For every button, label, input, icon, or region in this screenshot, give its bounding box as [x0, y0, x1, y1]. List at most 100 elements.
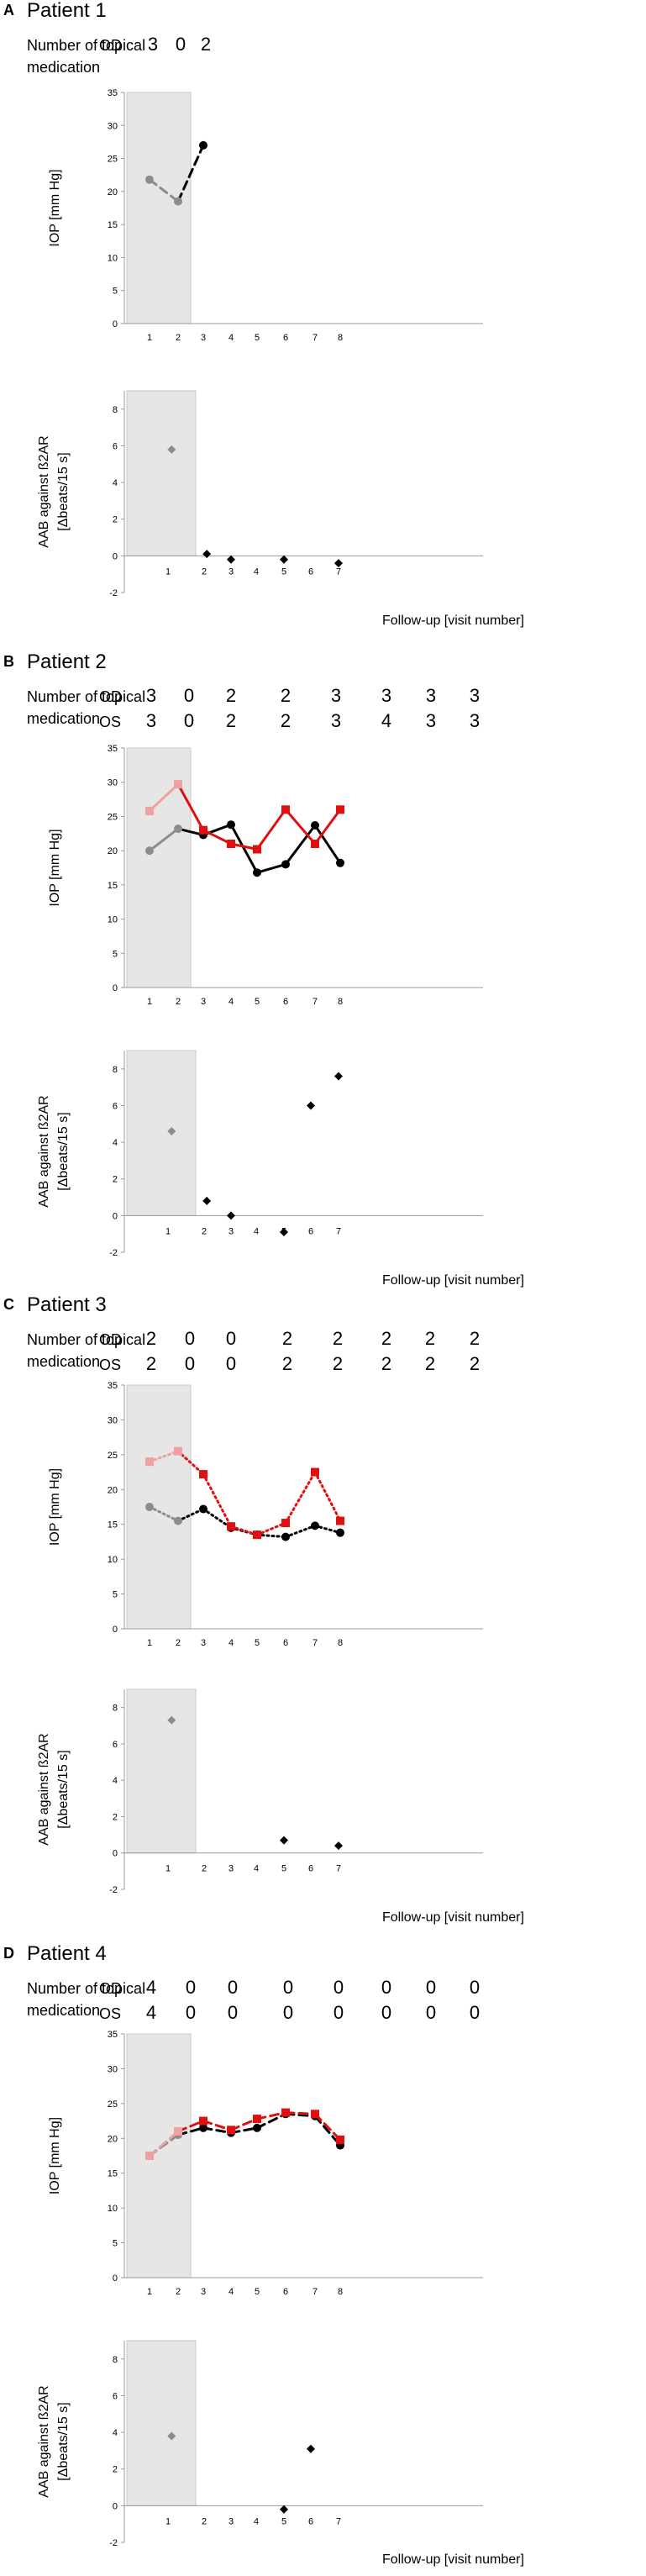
x-tick-label: 7 [336, 1864, 341, 1874]
medication-count: 3 [470, 685, 480, 706]
medication-count: 2 [281, 685, 291, 706]
x-axis-label: Follow-up [visit number] [382, 2552, 524, 2567]
x-tick-label: 3 [228, 2516, 234, 2526]
medication-count: 0 [334, 2002, 344, 2023]
medication-count: 3 [331, 685, 341, 706]
medication-count: 2 [470, 1328, 480, 1349]
data-point-os [227, 1522, 235, 1531]
y-tick-label: 35 [108, 88, 118, 98]
medication-count: 2 [381, 1328, 391, 1349]
preop-shaded-region [126, 2033, 192, 2278]
x-axis-label: Follow-up [visit number] [382, 614, 524, 628]
y-tick-label: -2 [109, 2538, 118, 2548]
y-tick-label: 5 [113, 2239, 118, 2249]
series-line-os [255, 808, 287, 851]
medication-count: 2 [226, 685, 236, 706]
medication-count: 3 [146, 685, 156, 706]
data-point-os [145, 806, 154, 815]
medication-count: 2 [333, 1353, 343, 1374]
medication-count: 2 [201, 34, 211, 55]
data-point-os [145, 1457, 154, 1467]
data-point-os [281, 805, 290, 814]
data-point-od [311, 821, 319, 830]
x-tick-label: 7 [312, 997, 318, 1007]
y-tick-label: 2 [113, 1175, 118, 1185]
series-line-os [202, 829, 233, 845]
series-line-od [202, 2126, 233, 2135]
x-tick-label: 2 [202, 2516, 207, 2526]
panel-letter: C [3, 1296, 14, 1313]
y-tick-label: 8 [113, 405, 118, 415]
data-point-os [199, 1470, 207, 1479]
eye-label-od: OD [99, 688, 122, 705]
x-tick-label: 2 [176, 1638, 181, 1648]
y-tick-label: 0 [113, 1211, 118, 1221]
x-tick-label: 6 [308, 1226, 313, 1236]
iop-chart: 0 5 10 15 20 25 30 35 1 2 3 4 5 6 7 8 IOP [mm Hg] [48, 744, 483, 1007]
preop-shaded-region [126, 2340, 197, 2506]
y-tick-label: 30 [108, 1415, 118, 1425]
medication-count: 3 [426, 710, 436, 731]
series-line-os [284, 1471, 317, 1525]
aab-data-point [334, 559, 343, 568]
medication-count: 0 [186, 1977, 196, 1998]
series-line-od [229, 2126, 259, 2135]
panel-d: D Patient 4 Number of topical medication OD 4… [3, 1942, 524, 2567]
series-line-od [313, 1524, 342, 1535]
data-point-od [281, 1532, 290, 1541]
series-line-os [255, 2111, 287, 2120]
iop-chart: 0 5 10 15 20 25 30 35 1 2 3 4 5 6 7 8 IOP [mm Hg] [48, 88, 483, 343]
y-axis-label: [Δbeats/15 s] [56, 1750, 71, 1828]
series-line-od [202, 1507, 233, 1530]
medication-count: 0 [470, 2002, 480, 2023]
medication-label: Number of topical [27, 688, 145, 705]
y-axis-label: IOP [mm Hg] [48, 1468, 62, 1546]
x-tick-label: 8 [338, 333, 343, 343]
x-tick-label: 4 [254, 566, 259, 577]
y-axis-label: AAB against ß2AR [37, 435, 51, 547]
x-tick-label: 4 [228, 1638, 234, 1648]
medication-label: medication [27, 59, 100, 76]
medication-count: 2 [381, 1353, 391, 1374]
data-point-od [227, 820, 235, 830]
medication-count: 4 [146, 1977, 156, 1998]
data-point-os [199, 825, 207, 835]
x-tick-label: 4 [254, 2516, 259, 2526]
aab-data-point [280, 555, 288, 564]
y-tick-label: -2 [109, 588, 118, 598]
x-tick-label: 7 [336, 1226, 341, 1236]
x-tick-label: 1 [165, 1864, 171, 1874]
data-point-os [336, 1516, 344, 1525]
aab-data-point [227, 555, 235, 564]
y-tick-label: 25 [108, 1451, 118, 1461]
y-tick-label: 0 [113, 1849, 118, 1859]
medication-count: 0 [470, 1977, 480, 1998]
x-tick-label: 7 [336, 566, 341, 577]
series-line-os [229, 1525, 259, 1536]
medication-count: 0 [228, 2002, 238, 2023]
data-point-os [174, 780, 182, 789]
x-tick-label: 3 [228, 1226, 234, 1236]
y-tick-label: 25 [108, 2099, 118, 2110]
series-line-od [255, 1533, 287, 1539]
x-tick-label: 4 [254, 1226, 259, 1236]
series-line-od [255, 862, 287, 874]
medication-count: 0 [185, 1328, 195, 1349]
y-tick-label: 15 [108, 1520, 118, 1530]
medication-count: 0 [184, 710, 194, 731]
medication-count: 0 [426, 1977, 436, 1998]
aab-data-point [202, 1196, 212, 1205]
x-tick-label: 1 [147, 1638, 152, 1648]
x-tick-label: 6 [283, 1638, 288, 1648]
data-point-os [253, 845, 261, 854]
data-point-os [174, 2127, 182, 2136]
y-tick-label: 6 [113, 1101, 118, 1111]
x-tick-label: 5 [255, 2287, 260, 2297]
x-tick-label: 8 [338, 997, 343, 1007]
medication-label: Number of topical [27, 1980, 145, 1997]
x-tick-label: 6 [308, 566, 313, 577]
data-point-os [253, 2115, 261, 2124]
medication-count: 3 [381, 685, 391, 706]
x-tick-label: 1 [147, 2287, 152, 2297]
